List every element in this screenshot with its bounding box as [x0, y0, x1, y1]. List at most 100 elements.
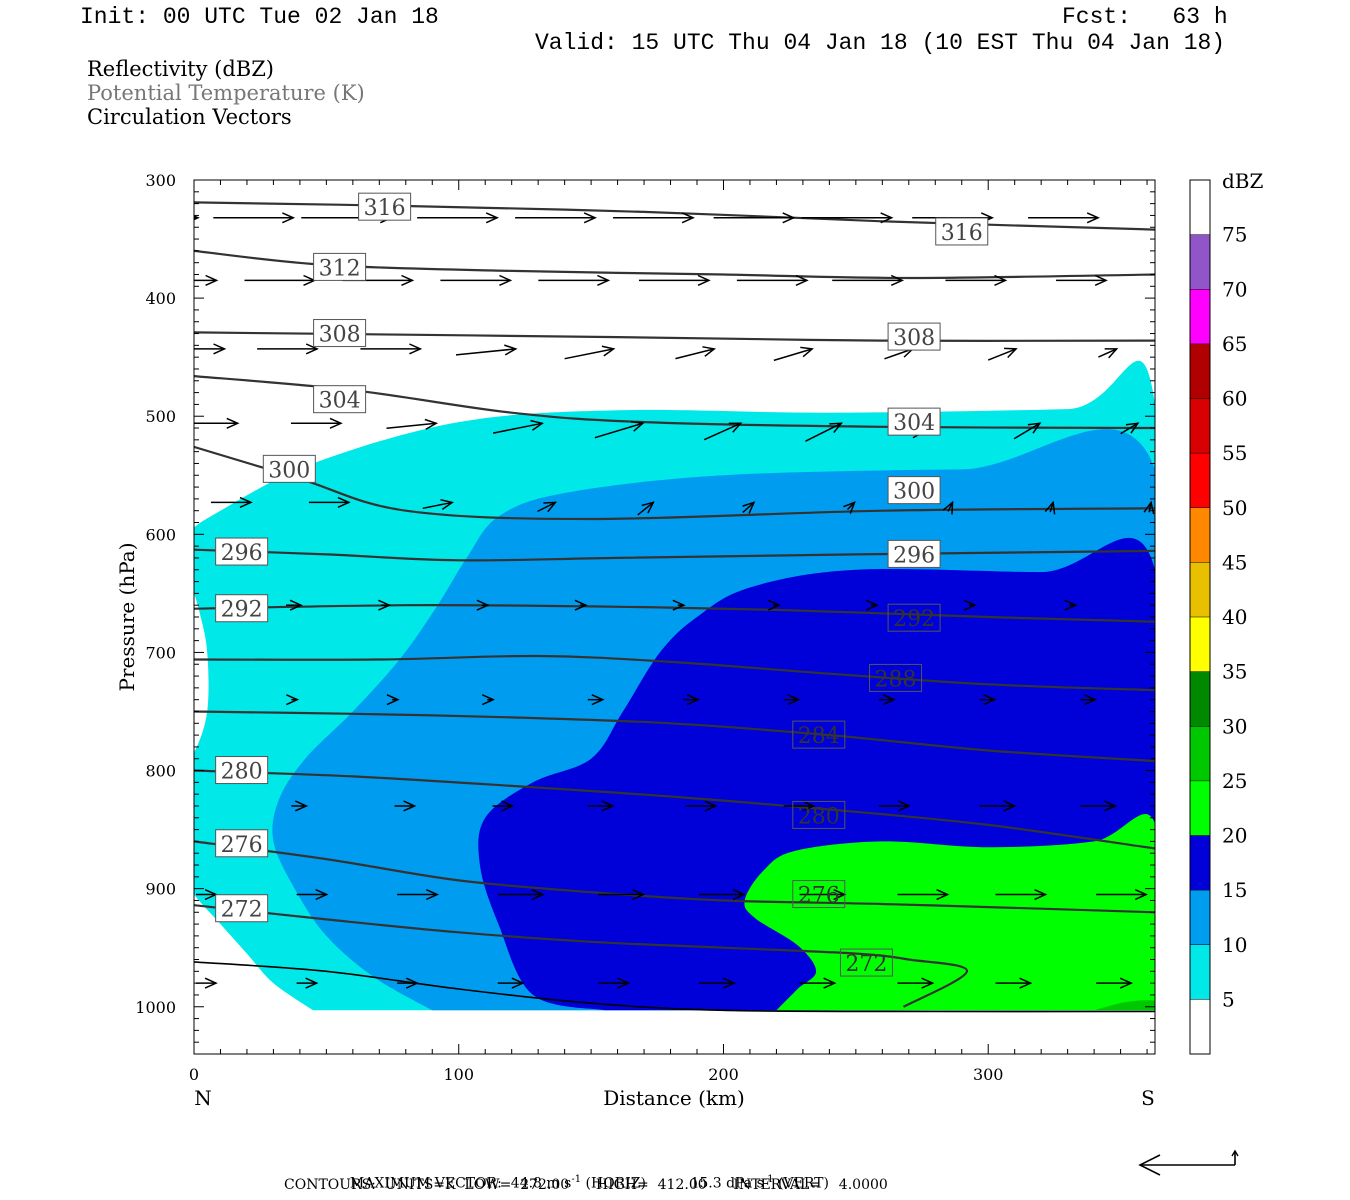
colorbar-label: 75 [1222, 223, 1247, 247]
y-tick-label: 600 [145, 525, 176, 544]
vector-head [501, 800, 515, 812]
circulation-vector [979, 694, 997, 706]
circulation-vector [1098, 348, 1119, 359]
circulation-vector [742, 501, 756, 514]
contour-label-box [215, 537, 269, 566]
contour-label-272: 272 [215, 894, 269, 923]
forecast-hour: Fcst: 63 h [1062, 4, 1228, 30]
vector-head [942, 500, 954, 515]
unit-exponent: -1 [571, 1174, 582, 1185]
reflectivity-region-25-30 [1094, 1000, 1155, 1011]
circulation-vector [213, 212, 296, 224]
circulation-vector [1056, 274, 1108, 286]
circulation-vector [394, 800, 417, 812]
vector-head [583, 212, 597, 224]
vector-head [499, 274, 513, 286]
valid-time: Valid: 15 UTC Thu 04 Jan 18 (10 EST Thu … [535, 30, 1226, 56]
circulation-vector [296, 977, 319, 989]
contour-label-text: 308 [319, 323, 361, 348]
contour-label-box [313, 252, 367, 281]
vector-shaft [386, 422, 437, 430]
contour-label-box [215, 894, 269, 923]
theta-contour-284 [194, 710, 1155, 763]
vector-shaft [594, 422, 643, 439]
vector-head [530, 419, 544, 431]
contour-label-box [869, 663, 923, 692]
circulation-vector [685, 800, 718, 812]
vector-shaft [1098, 348, 1117, 358]
colorbar-label: 70 [1222, 277, 1247, 301]
vector-head [882, 694, 896, 706]
circulation-vector [1120, 422, 1140, 435]
circulation-vector [699, 977, 736, 989]
vector-head [601, 345, 616, 357]
contour-label-text: 316 [941, 221, 983, 246]
circulation-vector [1096, 977, 1133, 989]
x-end-label-left: N [194, 1086, 212, 1110]
contour-label-text: 316 [364, 196, 406, 221]
circulation-vector [767, 599, 781, 611]
contour-label-text: 308 [893, 326, 935, 351]
contour-label-292: 292 [215, 594, 269, 623]
contour-label-box [935, 217, 989, 246]
y-tick-label: 900 [145, 880, 176, 899]
vector-head [672, 599, 686, 611]
circulation-vector [897, 888, 950, 901]
vector-head [386, 694, 400, 706]
contour-label-box [792, 880, 846, 909]
max-vector-horiz: 44.8 m s [510, 1175, 572, 1192]
contour-label-text: 292 [893, 607, 935, 632]
colorbar-segment [1190, 944, 1210, 1000]
vector-head [880, 212, 894, 224]
colorbar-label: 55 [1222, 441, 1247, 465]
vector-head [401, 274, 415, 286]
vector-shaft [805, 422, 842, 442]
colorbar-segment [1190, 234, 1210, 290]
circulation-vector [598, 977, 631, 989]
vector-head [722, 977, 736, 989]
vert-tag: (VERT) [778, 1175, 829, 1192]
vector-head [732, 888, 746, 901]
circulation-vector [440, 274, 513, 286]
contour-label-308: 308 [313, 319, 367, 348]
circulation-vector [979, 800, 1017, 812]
contour-label-box [887, 476, 941, 505]
vector-head [194, 215, 200, 221]
vector-head [800, 346, 814, 358]
x-tick-label: 200 [708, 1065, 739, 1084]
vector-head [286, 694, 300, 706]
vector-shaft [703, 422, 742, 441]
circulation-vector [476, 599, 490, 611]
vector-head [1125, 422, 1140, 434]
theta-contour-280 [194, 769, 1155, 850]
y-tick-label: 500 [145, 407, 176, 426]
vector-head [476, 599, 490, 611]
y-tick-label: 1000 [135, 998, 176, 1017]
colorbar-segment [1190, 180, 1210, 235]
colorbar-segment [1190, 890, 1210, 945]
circulation-vector [397, 977, 420, 989]
vector-head [1034, 888, 1048, 901]
vector-head [697, 274, 711, 286]
circulation-vector [308, 496, 351, 509]
circulation-vector [1080, 694, 1098, 706]
circulation-vector [945, 274, 1008, 286]
contour-label-276: 276 [215, 829, 269, 858]
x-tick-label: 300 [973, 1065, 1004, 1084]
circulation-vector [879, 800, 911, 812]
x-end-label-right: S [1141, 1086, 1155, 1110]
contour-label-box [887, 539, 941, 568]
contour-label-296: 296 [215, 537, 269, 566]
vector-head [213, 343, 227, 355]
contour-label-304: 304 [887, 407, 941, 436]
circulation-vector [397, 888, 440, 901]
vector-head [425, 888, 440, 901]
circulation-vector [942, 500, 954, 515]
circulation-vector [290, 417, 343, 429]
vector-shaft [1120, 422, 1139, 435]
contour-label-text: 300 [268, 458, 310, 483]
contour-label-box [887, 603, 941, 632]
circulation-vector [515, 212, 597, 224]
colorbar-label: 45 [1222, 550, 1247, 574]
